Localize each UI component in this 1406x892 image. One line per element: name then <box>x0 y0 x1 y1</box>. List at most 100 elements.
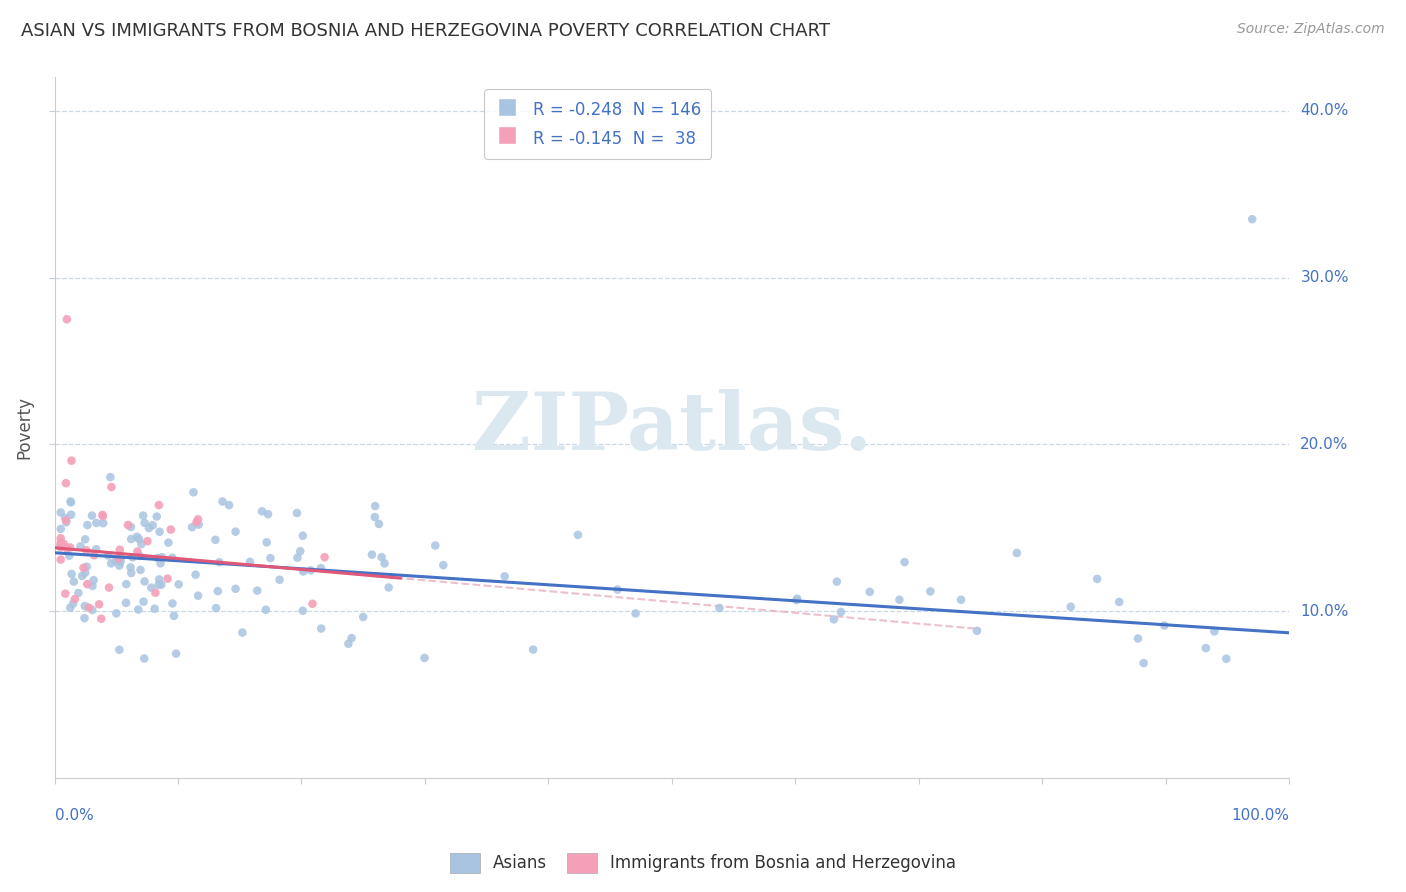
Point <box>1215 651 1237 665</box>
Point <box>132 595 155 609</box>
Point <box>120 520 142 534</box>
Point <box>1085 572 1108 586</box>
Point <box>370 550 392 565</box>
Point <box>67 586 90 600</box>
Point <box>75 543 97 558</box>
Point <box>146 551 169 566</box>
Point <box>60 566 83 581</box>
Point <box>225 582 247 596</box>
Point <box>425 539 447 553</box>
Point <box>1005 546 1028 560</box>
Point <box>60 508 83 522</box>
Point <box>309 622 332 636</box>
Point <box>63 574 86 589</box>
Text: ASIAN VS IMMIGRANTS FROM BOSNIA AND HERZEGOVINA POVERTY CORRELATION CHART: ASIAN VS IMMIGRANTS FROM BOSNIA AND HERZ… <box>21 22 830 40</box>
Point <box>1195 641 1218 656</box>
Point <box>364 499 387 513</box>
Point <box>91 508 114 522</box>
Point <box>156 572 179 586</box>
Text: 20.0%: 20.0% <box>1301 437 1348 452</box>
Point <box>110 555 132 569</box>
Point <box>291 529 314 543</box>
Point <box>75 566 97 580</box>
Point <box>142 518 165 533</box>
Point <box>148 578 170 592</box>
Point <box>56 541 79 556</box>
Point <box>63 592 86 607</box>
Point <box>120 532 142 546</box>
Point <box>709 601 731 615</box>
Point <box>187 517 209 532</box>
Point <box>367 516 389 531</box>
Point <box>966 624 988 638</box>
Point <box>205 601 228 615</box>
Point <box>186 515 208 529</box>
Point <box>127 544 149 558</box>
Point <box>163 608 186 623</box>
Point <box>100 557 122 571</box>
Point <box>117 518 139 533</box>
Point <box>120 560 142 574</box>
Point <box>134 651 156 665</box>
Point <box>49 531 72 545</box>
Point <box>522 642 544 657</box>
Point <box>107 551 129 566</box>
Point <box>82 579 104 593</box>
Point <box>184 567 207 582</box>
Point <box>889 592 911 607</box>
Point <box>72 561 94 575</box>
Point <box>1241 212 1264 227</box>
Point <box>83 573 105 587</box>
Point <box>340 631 363 645</box>
Point <box>49 506 72 520</box>
Point <box>225 524 247 539</box>
Point <box>165 647 187 661</box>
Point <box>115 577 138 591</box>
Point <box>58 549 80 563</box>
Point <box>148 498 170 512</box>
Point <box>352 610 374 624</box>
Point <box>76 559 98 574</box>
Point <box>299 563 322 577</box>
Point <box>149 524 172 539</box>
Point <box>494 569 516 583</box>
Point <box>98 581 121 595</box>
Point <box>259 551 281 566</box>
Point <box>786 591 808 606</box>
Point <box>239 555 262 569</box>
Point <box>432 558 454 573</box>
Point <box>143 601 166 615</box>
Text: 30.0%: 30.0% <box>1301 270 1348 285</box>
Point <box>624 607 647 621</box>
Point <box>128 532 150 546</box>
Point <box>337 637 360 651</box>
Point <box>148 572 170 586</box>
Point <box>138 521 160 535</box>
Point <box>287 550 309 565</box>
Point <box>59 600 82 615</box>
Point <box>187 512 209 526</box>
Point <box>134 574 156 589</box>
Text: 0.0%: 0.0% <box>55 808 93 823</box>
Legend: R = -0.248  N = 146, R = -0.145  N =  38: R = -0.248 N = 146, R = -0.145 N = 38 <box>485 89 711 159</box>
Point <box>49 535 72 549</box>
Point <box>159 523 181 537</box>
Point <box>149 556 172 570</box>
Point <box>1153 618 1175 632</box>
Point <box>181 520 204 534</box>
Point <box>141 581 163 595</box>
Point <box>49 522 72 536</box>
Point <box>606 582 628 597</box>
Point <box>825 574 848 589</box>
Point <box>361 548 384 562</box>
Point <box>53 587 76 601</box>
Point <box>250 504 273 518</box>
Point <box>80 508 103 523</box>
Point <box>413 651 436 665</box>
Legend: Asians, Immigrants from Bosnia and Herzegovina: Asians, Immigrants from Bosnia and Herze… <box>443 847 963 880</box>
Point <box>59 495 82 509</box>
Point <box>56 312 79 326</box>
Point <box>257 507 280 521</box>
Point <box>136 534 159 549</box>
Point <box>108 558 131 573</box>
